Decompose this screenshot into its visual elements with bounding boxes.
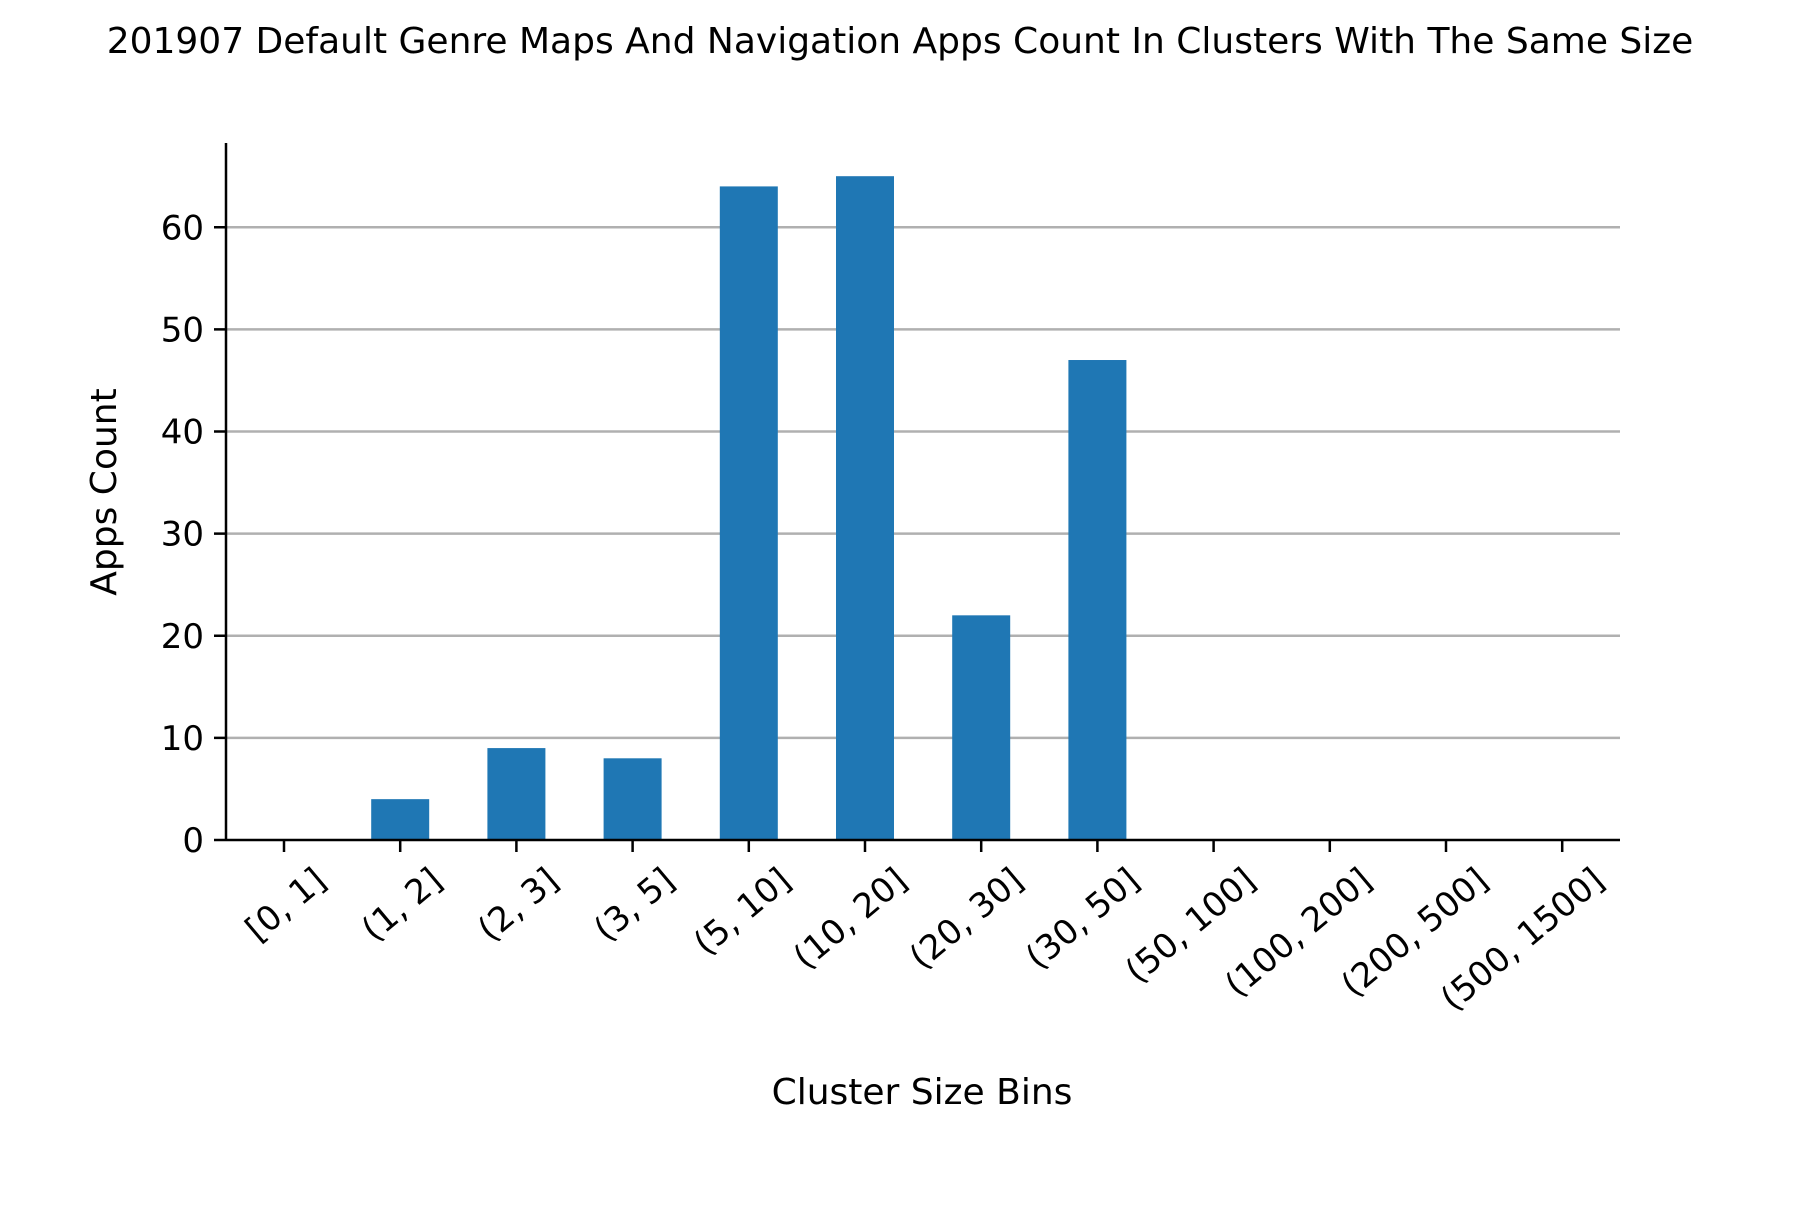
y-ticks: 0 10 20 30 40 50 60 [161,208,226,861]
axes [224,143,1620,842]
x-tick-label: (1, 2] [354,860,450,949]
y-axis-label: Apps Count [84,388,125,595]
bar [719,186,778,840]
chart-title: 201907 Default Genre Maps And Navigation… [107,21,1694,62]
grid-lines [226,226,1620,740]
x-tick-label: (2, 3] [470,860,566,949]
x-tick-label: [0, 1] [238,860,334,949]
bar [952,615,1011,840]
x-axis-label: Cluster Size Bins [772,1072,1073,1113]
y-tick-label: 10 [161,719,204,759]
y-tick-label: 50 [161,310,204,350]
y-tick-label: 0 [182,821,204,861]
bar [836,176,894,840]
bar [1068,360,1127,840]
bar [371,799,430,840]
y-tick-label: 60 [161,208,204,248]
y-tick-label: 30 [161,515,204,555]
bar [487,748,546,840]
y-tick-label: 40 [161,413,204,453]
x-tick-label: (20, 30] [902,860,1031,977]
x-tick-label: (3, 5] [587,860,683,949]
bars [371,176,1127,840]
x-tick-label: (5, 10] [686,860,798,963]
x-ticks: [0, 1] (1, 2] (2, 3] (3, 5] (5, 10](10, 20](… [238,840,1612,1019]
bar [603,758,662,840]
x-tick-label: (10, 20] [786,860,915,977]
y-tick-label: 20 [161,617,204,657]
